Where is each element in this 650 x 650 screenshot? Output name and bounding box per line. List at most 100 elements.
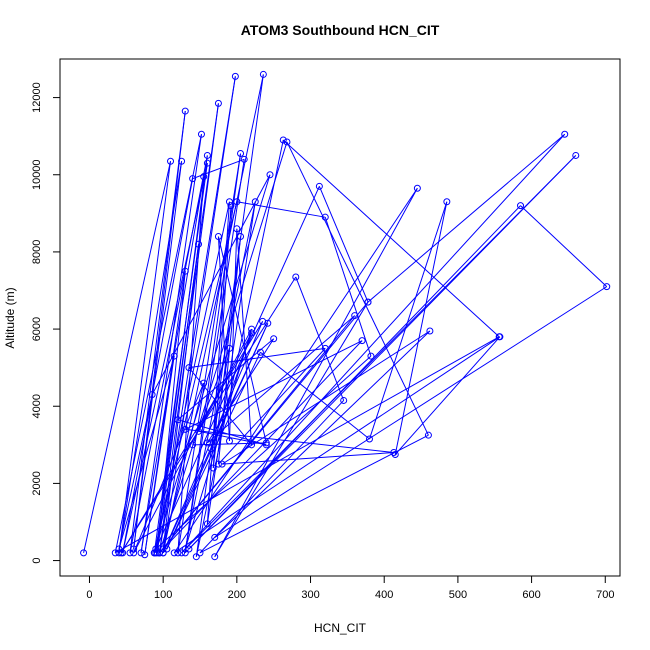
data-point [358,337,366,345]
series-segment [153,174,271,553]
data-point [211,533,219,541]
data-point [189,441,197,449]
series-segment [115,336,500,554]
data-point [195,240,203,248]
y-axis: 0 2000 4000 6000 8000 10000 12000 [31,82,60,564]
series-segment [228,228,238,441]
data-point [195,427,203,435]
data-point [152,545,160,553]
series-segment [207,315,356,444]
data-point [603,283,611,291]
data-point [115,545,123,553]
series-segment [214,286,608,538]
x-tick-label: 200 [228,589,246,601]
y-axis-label: Altitude (m) [3,287,17,348]
series-segment [188,347,326,369]
series-segment [173,336,501,554]
series-segment [155,186,320,550]
series-segment [520,205,608,287]
data-point [130,545,138,553]
series-segment [153,201,238,553]
series-segment [162,74,264,553]
series-segment [159,315,356,554]
series-segment [156,244,200,553]
data-point [496,333,504,341]
data-point [517,202,525,210]
data-point [115,549,123,557]
series-segment [212,236,242,469]
series-segment [394,336,501,455]
data-point [227,202,235,210]
data-point [207,445,215,453]
data-point [351,312,359,320]
series-segment [118,161,172,553]
data-point [200,173,208,181]
data-point [185,545,193,553]
series-segment [214,301,369,557]
x-tick-label: 600 [522,589,540,601]
series-segment [282,139,500,338]
data-point [189,175,197,183]
data-point [203,159,211,167]
data-point [174,549,182,557]
data-point [197,130,205,138]
data-point [413,184,421,192]
data-point [178,549,186,557]
series-segment [367,133,566,303]
data-point [292,273,300,281]
data-point [196,549,204,557]
chart-title: ATOM3 Southbound HCN_CIT [241,22,440,38]
data-point [367,352,375,360]
data-point [237,150,245,158]
series-segment [133,111,186,550]
data-point [321,344,329,352]
data-point [262,439,270,447]
data-point [572,151,580,159]
data-point [561,130,569,138]
series-segment [217,236,242,465]
series-segment [218,348,326,465]
data-point [192,553,200,561]
data-point [364,298,372,306]
data-point [214,232,222,240]
data-point [155,549,163,557]
series-segment [153,201,230,553]
series-segment [173,187,418,554]
series-segment [114,134,202,553]
data-point [266,171,274,179]
y-tick-label: 12000 [31,82,43,113]
y-tick-label: 8000 [31,240,43,264]
data-point [248,325,256,333]
y-tick-label: 0 [31,558,43,564]
series-segment [368,201,448,440]
data-point [117,549,125,557]
data-point [150,549,158,557]
data-point [225,344,233,352]
data-point [270,335,278,343]
series-segment [158,141,288,553]
data-point [256,348,264,356]
data-point [200,379,208,387]
data-point [424,431,432,439]
series-segment [199,434,429,554]
data-point [259,70,267,78]
data-point [426,327,434,335]
data-point [279,136,287,144]
x-tick-label: 500 [449,589,467,601]
series-segment [195,74,264,557]
data-point [231,72,239,80]
data-point [218,460,226,468]
plot-frame [59,58,621,577]
series-segment [155,355,372,550]
series-segment [260,351,370,440]
data-point [233,198,241,206]
data-point [209,464,217,472]
data-point [130,549,138,557]
series-segment [133,382,205,554]
y-tick-label: 10000 [31,159,43,190]
x-tick-label: 400 [375,589,393,601]
data-point [315,182,323,190]
data-point [80,549,88,557]
data-point [159,545,167,553]
series-segment [188,205,521,550]
